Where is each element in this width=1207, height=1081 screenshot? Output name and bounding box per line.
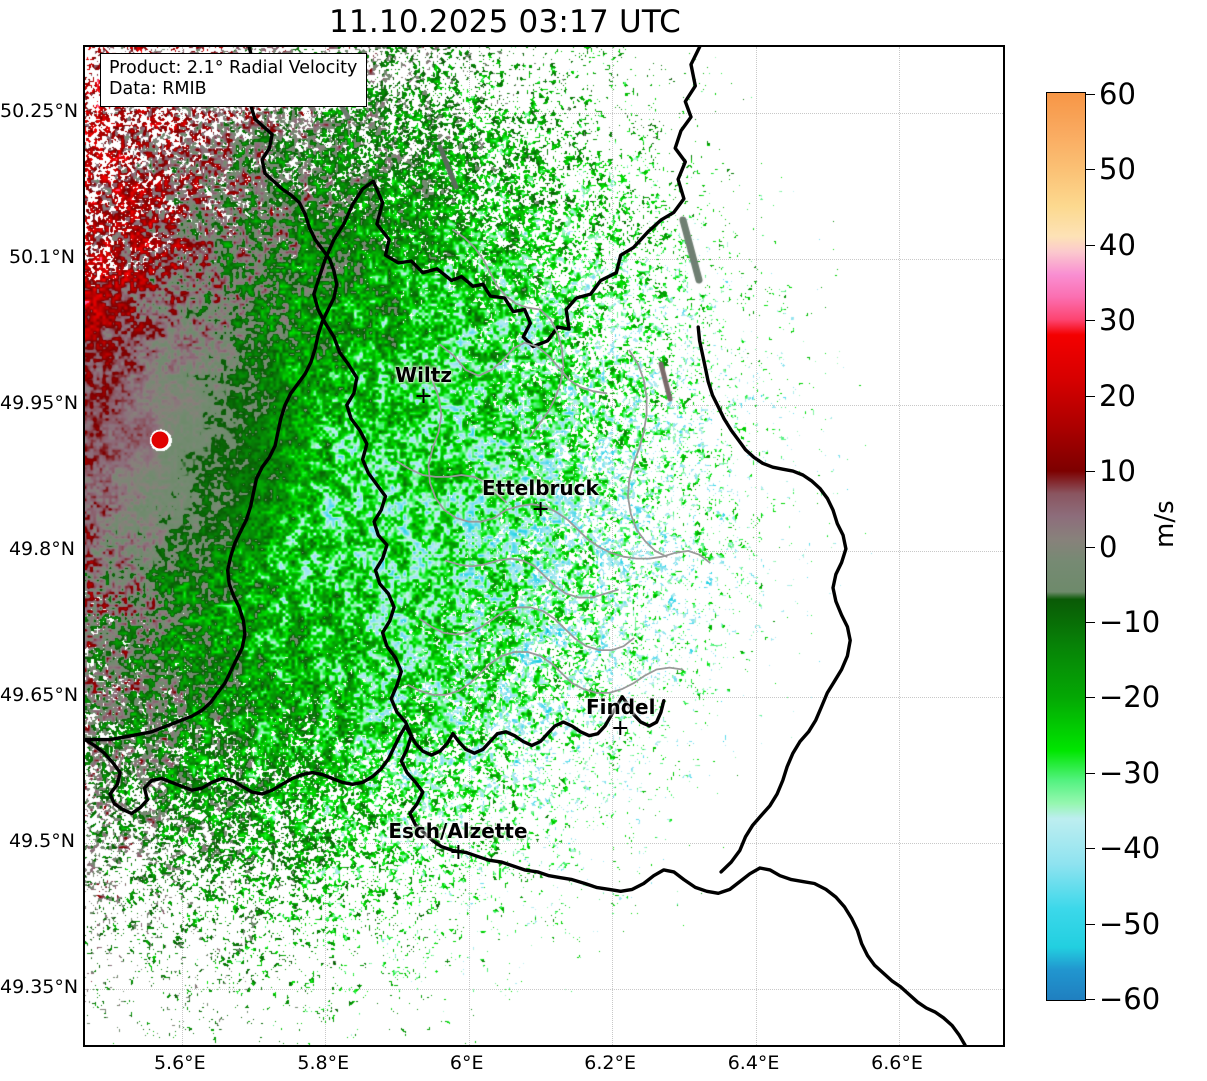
colorbar-tick-mark bbox=[1086, 471, 1095, 473]
radar-velocity-layer bbox=[85, 47, 1003, 1045]
internal-border bbox=[452, 229, 542, 311]
colorbar-tick-label: 20 bbox=[1099, 378, 1136, 413]
internal-border bbox=[419, 606, 635, 651]
country-border bbox=[85, 47, 339, 742]
colorbar-tick-label: −20 bbox=[1099, 680, 1161, 715]
internal-border bbox=[396, 460, 507, 504]
colorbar-ticks: 60 50 40 30 20 10 0 −10 −20 −30 −40 −50 −60 bbox=[1086, 77, 1206, 1016]
colorbar bbox=[1046, 92, 1086, 1001]
city-name-label: Esch/Alzette bbox=[388, 818, 528, 843]
city-name-label: Ettelbruck bbox=[482, 476, 599, 501]
city-marker-wiltz: Wiltz bbox=[395, 363, 452, 404]
y-axis-tick-label: 49.95°N bbox=[0, 391, 79, 414]
colorbar-tick-mark bbox=[1086, 169, 1095, 171]
internal-border bbox=[444, 557, 619, 599]
city-cross-icon bbox=[416, 389, 431, 404]
map-borders-layer bbox=[85, 47, 967, 1045]
y-axis-tick-label: 49.8°N bbox=[8, 537, 75, 560]
colorbar-tick-label: −10 bbox=[1099, 604, 1161, 639]
city-name-label: Wiltz bbox=[395, 363, 452, 388]
colorbar-tick-mark bbox=[1086, 999, 1095, 1000]
city-marker-ettelbruck: Ettelbruck bbox=[482, 476, 599, 517]
city-cross-icon bbox=[613, 721, 628, 736]
x-axis-tick-label: 5.6°E bbox=[153, 1052, 206, 1074]
internal-border bbox=[505, 503, 711, 564]
data-source-line: Data: RMIB bbox=[109, 79, 207, 100]
colorbar-tick-mark bbox=[1086, 94, 1095, 95]
colorbar-tick-label: 50 bbox=[1099, 152, 1136, 187]
colorbar-tick-mark bbox=[1086, 772, 1095, 774]
colorbar-tick-label: 30 bbox=[1099, 303, 1136, 338]
colorbar-tick-label: 40 bbox=[1099, 227, 1136, 262]
y-axis-tick-label: 50.25°N bbox=[0, 100, 79, 123]
y-axis-tick-label: 50.1°N bbox=[8, 246, 75, 269]
colorbar-gradient bbox=[1047, 93, 1085, 1000]
colorbar-tick-label: −30 bbox=[1099, 755, 1161, 790]
map-plot-area: Wiltz Ettelbruck Findel Esch/Alzette Produc… bbox=[83, 45, 1005, 1047]
colorbar-tick-label: −60 bbox=[1099, 982, 1161, 1016]
x-axis-tick-label: 5.8°E bbox=[297, 1052, 350, 1074]
country-border bbox=[312, 47, 967, 1045]
internal-border bbox=[407, 651, 684, 696]
product-info-box: Product: 2.1° Radial Velocity Data: RMIB bbox=[100, 53, 368, 107]
colorbar-tick-label: −50 bbox=[1099, 906, 1161, 941]
colorbar-tick-mark bbox=[1086, 621, 1095, 623]
x-axis-tick-label: 6°E bbox=[449, 1052, 484, 1074]
colorbar-unit-label: m/s bbox=[1150, 500, 1180, 548]
country-border bbox=[696, 325, 852, 874]
colorbar-tick-mark bbox=[1086, 697, 1095, 699]
product-line: Product: 2.1° Radial Velocity bbox=[109, 58, 358, 78]
x-axis-tick-label: 6.2°E bbox=[584, 1052, 636, 1074]
internal-border bbox=[529, 308, 565, 437]
internal-border bbox=[439, 341, 608, 395]
city-name-label: Findel bbox=[585, 695, 656, 720]
colorbar-tick-mark bbox=[1086, 395, 1095, 397]
x-axis-tick-label: 6.6°E bbox=[871, 1052, 923, 1074]
country-border bbox=[85, 695, 666, 816]
colorbar-tick-mark bbox=[1086, 923, 1095, 925]
y-axis-tick-label: 49.65°N bbox=[0, 683, 79, 706]
internal-border bbox=[424, 365, 507, 523]
city-cross-icon bbox=[450, 844, 465, 859]
colorbar-tick-mark bbox=[1086, 848, 1095, 850]
y-axis-tick-label: 49.35°N bbox=[0, 975, 79, 998]
colorbar-tick-label: 10 bbox=[1099, 454, 1136, 489]
city-marker-esch-alzette: Esch/Alzette bbox=[388, 818, 528, 859]
colorbar-tick-label: 60 bbox=[1099, 77, 1136, 111]
city-marker-findel: Findel bbox=[585, 695, 656, 736]
figure-title: 11.10.2025 03:17 UTC bbox=[329, 4, 681, 40]
colorbar-tick-label: 0 bbox=[1099, 529, 1118, 564]
radar-site-marker bbox=[151, 431, 169, 449]
colorbar-tick-label: −40 bbox=[1099, 831, 1161, 866]
x-axis-tick-label: 6.4°E bbox=[727, 1052, 780, 1074]
y-axis-tick-label: 49.5°N bbox=[8, 829, 75, 852]
colorbar-tick-mark bbox=[1086, 546, 1095, 548]
colorbar-tick-mark bbox=[1086, 244, 1095, 246]
city-cross-icon bbox=[533, 502, 548, 517]
colorbar-tick-mark bbox=[1086, 320, 1095, 322]
internal-border bbox=[627, 349, 668, 558]
